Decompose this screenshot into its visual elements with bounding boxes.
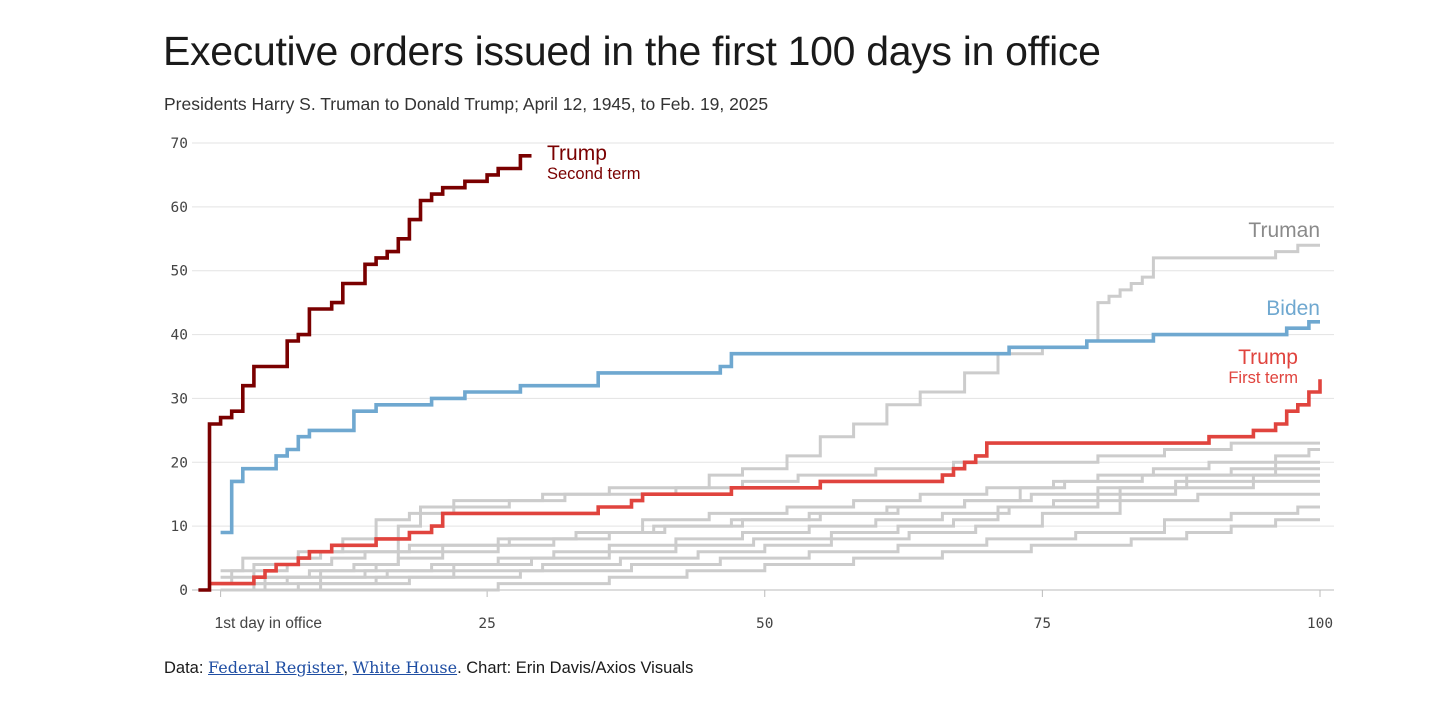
y-tick-label-30: 30	[171, 391, 188, 407]
chart-title: Executive orders issued in the first 100…	[163, 28, 1101, 74]
series-line-gray-7	[220, 467, 1320, 579]
y-tick-label-10: 10	[171, 519, 188, 535]
series-line-gray-9	[220, 518, 1320, 592]
series-label-line: Biden	[1266, 297, 1320, 320]
series-line-gray-11	[220, 441, 1320, 573]
series-label-line: Trump	[1238, 346, 1298, 369]
series-line-trump-second-term	[198, 154, 532, 592]
source-prefix: Data:	[164, 659, 209, 677]
x-tick-label-1: 1st day in office	[215, 615, 322, 632]
x-tick-label-25: 25	[478, 616, 495, 632]
federal-register-link[interactable]: Federal Register	[208, 658, 344, 677]
x-tick-label-75: 75	[1034, 616, 1051, 632]
y-tick-label-40: 40	[171, 328, 188, 344]
series-line-biden	[220, 320, 1320, 535]
y-tick-label-60: 60	[171, 200, 188, 216]
white-house-link[interactable]: White House	[352, 658, 458, 677]
x-tick-label-100: 100	[1307, 616, 1333, 632]
line-chart: 0 10 20 30 40 50 60 70 1st day in office 25 50 75 10…	[171, 136, 1334, 632]
grid-lines	[192, 142, 1334, 591]
series-line-gray-10	[220, 473, 1320, 586]
series-label-line: Second term	[547, 165, 641, 183]
series-line-gray-8	[220, 492, 1320, 592]
y-tick-label-50: 50	[171, 264, 188, 280]
series-line-gray-12	[220, 505, 1320, 592]
series-label-biden: Biden	[1266, 297, 1320, 320]
source-suffix: . Chart: Erin Davis/Axios Visuals	[457, 659, 694, 677]
series-line-trump-first-term	[209, 379, 1322, 586]
axes: 0 10 20 30 40 50 60 70 1st day in office 25 50 75 10…	[171, 136, 1334, 632]
y-tick-label-0: 0	[179, 583, 188, 599]
series-label-line: Truman	[1248, 219, 1320, 242]
series-line-gray-6	[220, 479, 1320, 586]
series-label-second-term: Trump Second term	[547, 142, 641, 183]
highlight-series-group	[198, 154, 1322, 592]
y-tick-label-20: 20	[171, 455, 188, 471]
series-label-truman: Truman	[1248, 219, 1320, 242]
series-label-line: First term	[1228, 369, 1298, 387]
y-tick-label-70: 70	[171, 136, 188, 152]
source-note: Data: Federal Register, White House. Cha…	[164, 658, 693, 678]
x-tick-label-50: 50	[756, 616, 773, 632]
chart-subtitle: Presidents Harry S. Truman to Donald Tru…	[164, 94, 769, 114]
source-sep: ,	[343, 659, 353, 677]
series-label-first-term: Trump First term	[1228, 346, 1298, 387]
series-line-truman	[220, 243, 1320, 592]
series-label-line: Trump	[547, 142, 607, 165]
